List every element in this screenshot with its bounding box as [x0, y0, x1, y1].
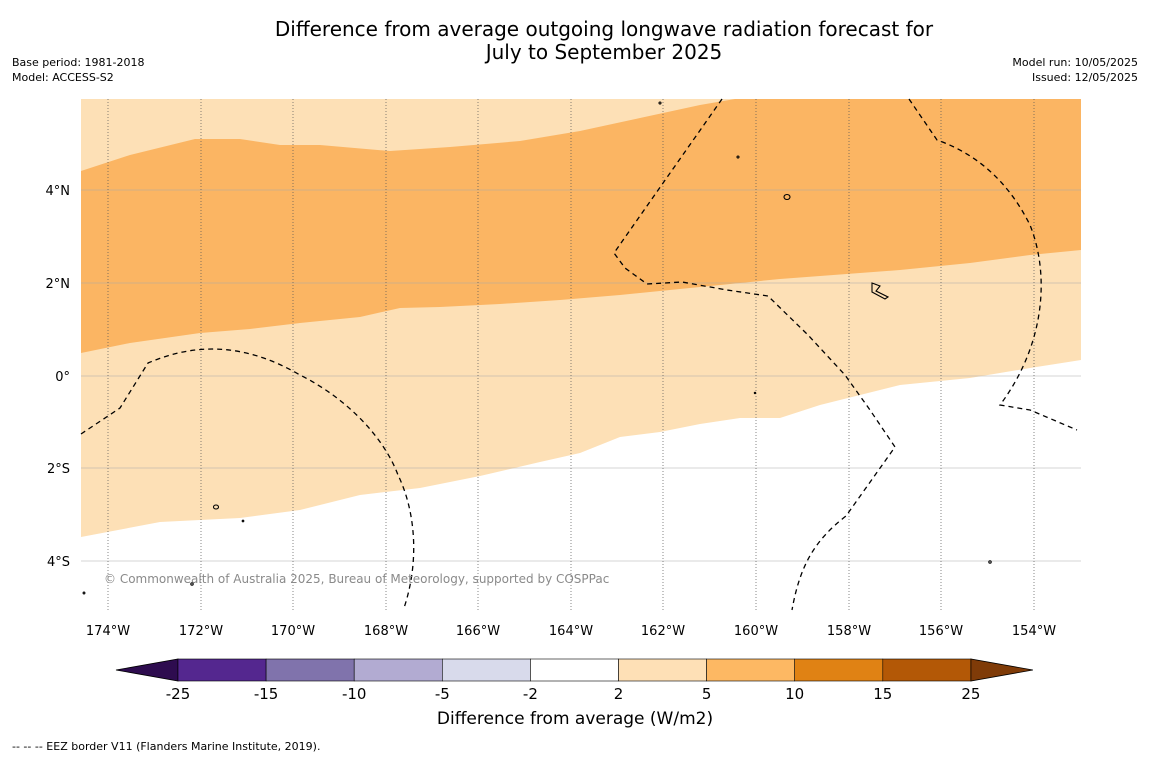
colorbar-tick-label: -25: [166, 685, 191, 703]
eez-footnote: -- -- -- EEZ border V11 (Flanders Marine…: [12, 740, 321, 753]
lat-tick: 4°N: [46, 184, 71, 199]
colorbar-tick-label: -2: [523, 685, 538, 703]
colorbar-segment: [265, 658, 355, 682]
lon-tick: 168°W: [364, 624, 408, 639]
lon-tick: 172°W: [179, 624, 223, 639]
lon-tick: 162°W: [641, 624, 685, 639]
meta-left: Base period: 1981-2018 Model: ACCESS-S2: [12, 55, 144, 85]
longitude-ticks: 174°W 172°W 170°W 168°W 166°W 164°W 162°…: [86, 624, 1056, 639]
lon-tick: 166°W: [456, 624, 500, 639]
lat-tick: 2°N: [46, 277, 71, 292]
colorbar-tick-label: -15: [254, 685, 279, 703]
eez-borders: [80, 98, 1078, 611]
colorbar-tick-label: -5: [435, 685, 450, 703]
colorbar-segment: [177, 658, 267, 682]
field-orange: [81, 99, 1081, 353]
colorbar-segment: [882, 658, 972, 682]
lon-tick: 170°W: [271, 624, 315, 639]
colorbar: [115, 658, 1033, 682]
colorbar-label: Difference from average (W/m2): [436, 709, 714, 729]
lon-tick: 164°W: [549, 624, 593, 639]
colorbar-segment: [706, 658, 795, 682]
colorbar-tick-label: 5: [702, 685, 712, 703]
colorbar-tick-label: 10: [785, 685, 804, 703]
lat-tick: 2°S: [47, 462, 70, 477]
base-period: Base period: 1981-2018: [12, 56, 145, 69]
colorbar-tick-label: 15: [873, 685, 892, 703]
lon-tick: 174°W: [86, 624, 130, 639]
meta-right: Model run: 10/05/2025 Issued: 12/05/2025: [1012, 55, 1138, 85]
lon-tick: 158°W: [827, 624, 871, 639]
colorbar-segment: [353, 658, 443, 682]
title-line-1: Difference from average outgoing longwav…: [274, 17, 934, 41]
colorbar-tick-label: -10: [342, 685, 367, 703]
lon-tick: 156°W: [919, 624, 963, 639]
colorbar-segment: [530, 658, 619, 682]
olr-anomaly-fields: [81, 99, 1081, 610]
colorbar-tick-label: 25: [961, 685, 980, 703]
latitude-lines: [81, 189, 1081, 562]
model-name: Model: ACCESS-S2: [12, 71, 114, 84]
longitude-lines: [107, 99, 1035, 610]
colorbar-segment: [441, 658, 531, 682]
title-line-2: July to September 2025: [485, 40, 723, 64]
colorbar-ticks: -25 -15 -10 -5 -2 2 5 10 15 25: [166, 685, 981, 703]
colorbar-extend-high: [970, 658, 1033, 682]
model-run: Model run: 10/05/2025: [1012, 56, 1138, 69]
colorbar-segment: [794, 658, 884, 682]
colorbar-tick-label: 2: [614, 685, 624, 703]
lon-tick: 160°W: [734, 624, 778, 639]
issued-date: Issued: 12/05/2025: [1031, 71, 1138, 84]
chart-title: Difference from average outgoing longwav…: [0, 18, 1150, 64]
lat-tick: 4°S: [47, 555, 70, 570]
lon-tick: 154°W: [1012, 624, 1056, 639]
colorbar-segment: [618, 658, 707, 682]
colorbar-extend-low: [115, 658, 179, 682]
copyright-notice: © Commonwealth of Australia 2025, Bureau…: [104, 572, 609, 586]
lat-tick: 0°: [55, 370, 70, 385]
islands: [82, 101, 992, 595]
latitude-ticks: 4°N 2°N 0° 2°S 4°S: [46, 184, 71, 570]
